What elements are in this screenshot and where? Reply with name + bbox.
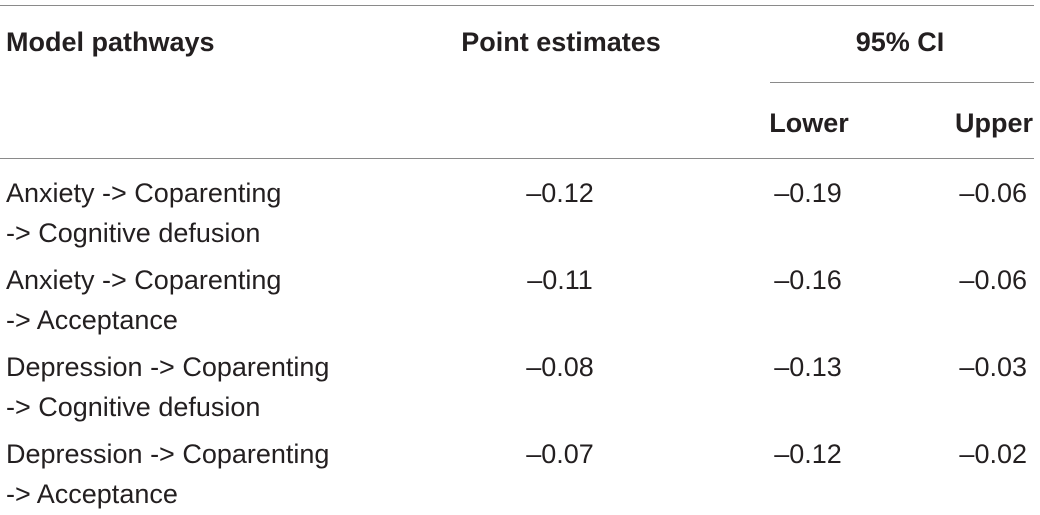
ci-lower: –0.19 (774, 178, 842, 208)
header-estimates: Point estimates (461, 27, 661, 57)
pathway-line: Depression -> Coparenting (6, 352, 330, 382)
ci-rule (770, 82, 1034, 83)
pathway-line: -> Cognitive defusion (6, 218, 261, 248)
ci-upper: –0.03 (959, 352, 1027, 382)
point-estimate: –0.12 (526, 178, 594, 208)
pathway-line: Depression -> Coparenting (6, 439, 330, 469)
header-pathways: Model pathways (6, 27, 215, 57)
top-rule (0, 5, 1034, 6)
header-upper: Upper (954, 108, 1033, 138)
ci-upper: –0.06 (959, 178, 1027, 208)
ci-lower: –0.16 (774, 265, 842, 295)
ci-lower: –0.12 (774, 439, 842, 469)
ci-lower: –0.13 (774, 352, 842, 382)
pathway-line: Anxiety -> Coparenting (6, 178, 282, 208)
pathway-line: -> Acceptance (6, 479, 178, 509)
point-estimate: –0.11 (527, 265, 593, 295)
pathway-line: -> Cognitive defusion (6, 392, 261, 422)
point-estimate: –0.08 (526, 352, 594, 382)
pathway-line: -> Acceptance (6, 305, 178, 335)
ci-upper: –0.02 (959, 439, 1027, 469)
header-ci: 95% CI (855, 27, 945, 57)
pathway-line: Anxiety -> Coparenting (6, 265, 282, 295)
header-lower: Lower (769, 108, 849, 138)
point-estimate: –0.07 (526, 439, 594, 469)
ci-upper: –0.06 (959, 265, 1027, 295)
header-rule (0, 158, 1034, 159)
